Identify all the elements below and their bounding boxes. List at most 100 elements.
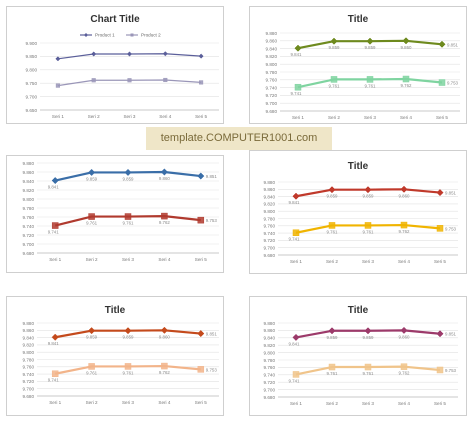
y-tick-label: 9.700: [23, 387, 35, 392]
legend-label: Product 1: [95, 33, 115, 38]
y-tick-label: 9.760: [23, 365, 35, 370]
y-tick-label: 9.720: [23, 379, 35, 384]
data-point: [124, 213, 132, 220]
data-label: 9.841: [48, 341, 60, 346]
data-point: [328, 222, 336, 229]
y-tick-label: 9.740: [264, 373, 276, 378]
data-point: [328, 327, 336, 335]
data-label: 9.851: [206, 174, 218, 179]
watermark-banner: template.COMPUTER1001.com: [146, 127, 332, 150]
data-point: [127, 78, 132, 83]
y-tick-label: 9.680: [23, 251, 35, 256]
chart-panel-1: Chart Title 9.900 9.850 9.800 9.750 9.700 9.6…: [6, 6, 224, 124]
y-tick-label: 9.900: [26, 41, 38, 46]
x-tick-label: Seri 1: [49, 400, 61, 405]
data-label: 9.753: [447, 81, 459, 86]
chart-panel-2: Title 9.880 9.860 9.840 9.820 9.800 9.780 9.76…: [249, 6, 467, 124]
line-chart: 9.880 9.860 9.840 9.820 9.800 9.780 9.760 9.740…: [264, 180, 458, 264]
y-tick-label: 9.820: [23, 343, 35, 348]
data-point: [161, 212, 168, 220]
data-label: 9.851: [445, 191, 457, 196]
y-tick-label: 9.680: [266, 109, 278, 114]
chart-title: Title: [347, 161, 369, 172]
x-tick-label: Seri 1: [52, 114, 64, 119]
data-label: 9.753: [206, 218, 218, 223]
data-label: 9.851: [445, 332, 457, 337]
chart-panel-4: Title 9.880 9.860 9.840 9.820 9.800 9.780 9.76…: [249, 150, 467, 274]
data-label: 9.851: [447, 42, 459, 47]
data-point: [366, 37, 374, 45]
data-point: [292, 192, 300, 200]
data-point: [436, 330, 444, 338]
chart-title: Title: [104, 305, 126, 316]
data-point: [126, 51, 133, 57]
y-tick-label: 9.860: [264, 328, 276, 333]
line-chart: 9.880 9.860 9.840 9.820 9.800 9.780 9.760 9.740…: [264, 321, 458, 406]
x-tick-label: Seri 5: [436, 115, 448, 120]
y-tick-label: 9.650: [26, 108, 38, 113]
legend-marker: [130, 33, 134, 37]
x-tick-label: Seri 3: [362, 401, 374, 406]
data-point: [400, 221, 408, 229]
data-label: 9.761: [365, 83, 377, 88]
data-label: 9.859: [327, 335, 339, 340]
data-label: 9.860: [399, 193, 411, 198]
data-label: 9.741: [289, 237, 301, 242]
y-tick-label: 9.720: [266, 93, 278, 98]
data-label: 9.859: [86, 176, 98, 181]
y-tick-label: 9.780: [264, 216, 276, 221]
data-label: 9.859: [86, 335, 98, 340]
data-point: [124, 327, 132, 335]
data-point: [438, 40, 446, 48]
y-tick-label: 9.700: [264, 387, 276, 392]
legend-marker: [84, 33, 88, 37]
data-point: [400, 185, 408, 193]
data-point: [51, 370, 59, 377]
x-tick-label: Seri 5: [195, 400, 207, 405]
y-tick-label: 9.840: [23, 179, 35, 184]
data-point: [88, 327, 96, 335]
x-tick-label: Seri 4: [400, 115, 412, 120]
data-label: 9.859: [123, 176, 135, 181]
y-tick-label: 9.800: [23, 350, 35, 355]
x-tick-label: Seri 3: [123, 114, 135, 119]
chart-panel-5: Title 9.880 9.860 9.840 9.820 9.800 9.780 9.76…: [6, 296, 224, 416]
data-label: 9.753: [445, 226, 457, 231]
y-tick-label: 9.720: [264, 238, 276, 243]
data-label: 9.841: [289, 341, 301, 346]
x-tick-label: Seri 4: [398, 259, 410, 264]
x-tick-label: Seri 3: [122, 400, 134, 405]
data-point: [330, 37, 338, 45]
x-tick-label: Seri 1: [290, 259, 302, 264]
x-tick-label: Seri 4: [158, 400, 170, 405]
y-tick-label: 9.880: [23, 321, 35, 326]
data-label: 9.741: [48, 378, 60, 383]
y-tick-label: 9.800: [264, 209, 276, 214]
y-tick-label: 9.780: [23, 206, 35, 211]
y-tick-label: 9.760: [23, 215, 35, 220]
y-tick-label: 9.840: [23, 335, 35, 340]
data-label: 9.841: [289, 200, 301, 205]
data-point: [400, 363, 408, 370]
data-label: 9.741: [289, 378, 301, 383]
data-label: 9.860: [159, 334, 171, 339]
x-tick-label: Seri 2: [326, 401, 338, 406]
y-tick-label: 9.880: [264, 321, 276, 326]
x-tick-label: Seri 3: [364, 115, 376, 120]
x-tick-label: Seri 1: [290, 401, 302, 406]
data-label: 9.741: [291, 91, 303, 96]
data-label: 9.859: [363, 194, 375, 199]
data-point: [55, 56, 61, 62]
y-tick-label: 9.800: [26, 68, 38, 73]
y-tick-label: 9.820: [264, 343, 276, 348]
y-tick-label: 9.760: [266, 78, 278, 83]
data-label: 9.761: [86, 370, 98, 375]
data-point: [51, 222, 59, 229]
x-tick-label: Seri 5: [195, 257, 207, 262]
data-point: [91, 78, 96, 83]
y-tick-label: 9.800: [264, 350, 276, 355]
y-tick-label: 9.820: [23, 188, 35, 193]
data-point: [163, 77, 168, 83]
data-label: 9.761: [123, 370, 135, 375]
y-tick-label: 9.740: [23, 372, 35, 377]
